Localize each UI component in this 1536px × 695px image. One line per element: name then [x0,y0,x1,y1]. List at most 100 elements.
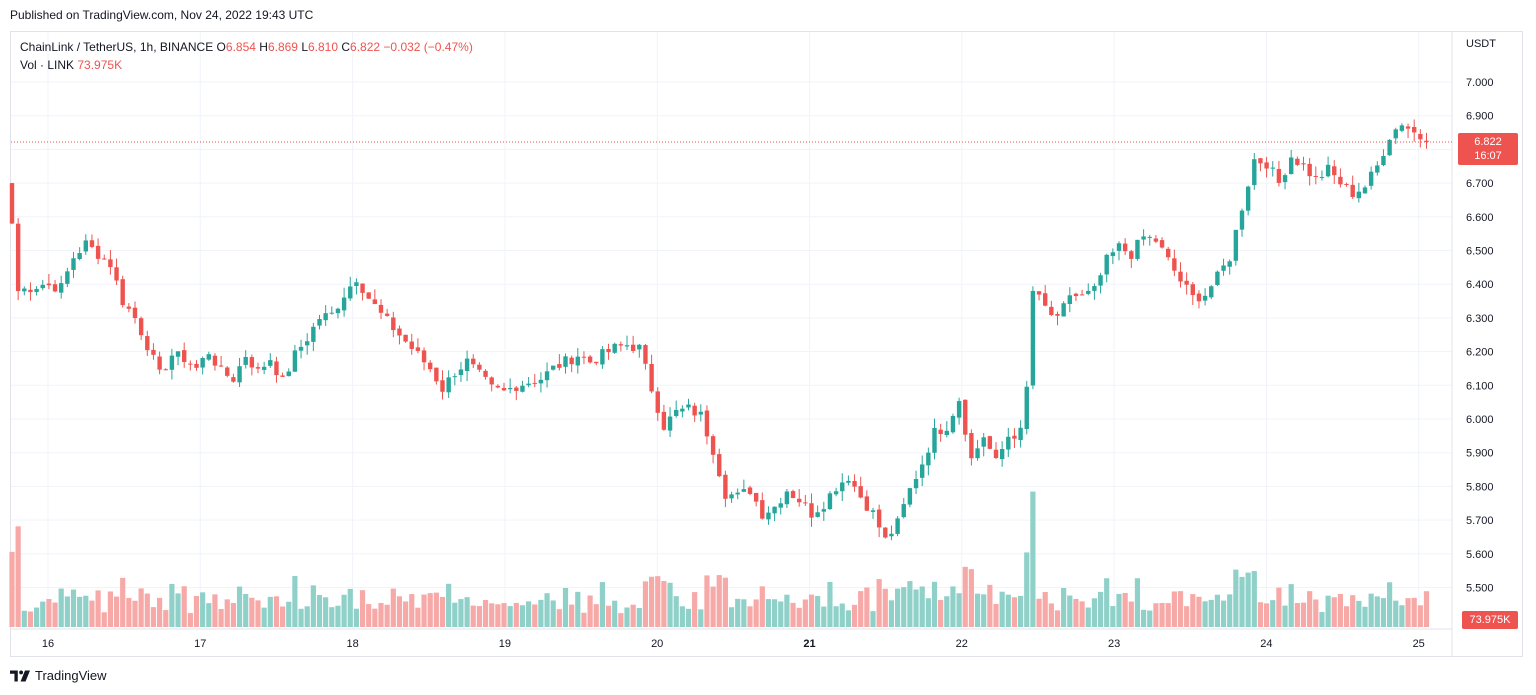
y-tick-label: 6.600 [1466,212,1494,224]
candle-body [950,415,956,433]
candle-body [1245,186,1251,211]
volume-bar [206,603,212,627]
volume-bar [1251,571,1257,627]
volume-bar [605,605,612,627]
candle-body [305,341,310,346]
candle-body [477,364,482,370]
candle-body [1184,280,1189,285]
volume-bar [1319,612,1325,627]
legend-line-volume: Vol · LINK 73.975K [20,56,473,74]
volume-bar [618,613,624,627]
volume-bar [1036,598,1042,627]
candle-body [231,377,236,382]
volume-bar [888,600,895,627]
candle-body [446,377,451,393]
volume-bar [40,601,46,627]
candle-body [366,292,371,299]
candle-body [563,356,568,367]
legend-symbol[interactable]: ChainLink / TetherUS, 1h, BINANCE [20,40,214,54]
candle-body [1030,290,1036,386]
volume-bar [741,599,747,627]
candle-body [298,346,304,351]
volume-bar [950,586,956,627]
legend-open-value: 6.854 [225,40,256,54]
y-tick-label: 6.300 [1466,313,1494,325]
volume-bar [728,607,735,627]
volume-bar [1380,598,1387,627]
candle-body [1233,229,1239,261]
volume-bar [366,604,372,627]
candle-body [1092,286,1097,291]
volume-bar [1085,607,1091,627]
candle-body [1276,168,1282,183]
volume-bar [685,608,692,627]
candle-body [1178,271,1183,282]
candle-body [464,358,470,372]
legend-volume-label[interactable]: Vol · LINK [20,58,75,72]
volume-bar [9,551,15,627]
volume-bar [439,596,446,627]
candle-body [9,183,15,224]
candle-body [507,388,513,390]
volume-bar [200,592,206,627]
volume-bar [722,577,728,627]
volume-bar [427,593,433,627]
volume-bar [1116,593,1122,627]
volume-bar [169,583,175,627]
x-tick-label: 23 [1108,638,1120,650]
volume-bar [839,603,845,627]
volume-bar [77,596,83,627]
candle-body [391,317,396,331]
volume-bar [230,602,236,627]
y-tick-label: 5.700 [1466,515,1494,527]
volume-bar [1331,597,1337,627]
candle-body [1147,236,1152,238]
volume-bar [1245,572,1251,627]
volume-bar [396,596,403,627]
candle-body [471,358,476,365]
candle-body [809,503,814,518]
candle-body [255,367,261,369]
x-tick-label: 16 [42,638,54,650]
volume-bar [1202,601,1208,627]
candle-body [1129,251,1134,259]
candle-body [1012,435,1017,439]
volume-bar [679,606,685,627]
chart-legend[interactable]: ChainLink / TetherUS, 1h, BINANCE O6.854… [20,38,473,74]
volume-bar [1208,599,1214,627]
candle-body [790,491,796,499]
volume-bar [636,607,642,627]
y-tick-label: 6.900 [1466,111,1494,123]
volume-bar [1196,596,1202,627]
volume-bar [661,581,667,627]
candle-body [280,375,285,377]
candle-body [1055,313,1060,316]
volume-bar [1048,603,1054,627]
volume-bar [267,596,273,627]
volume-bar [132,600,138,627]
candle-body [753,492,759,502]
candle-body [901,504,906,518]
candle-body [1159,240,1165,248]
volume-bar [778,601,784,627]
volume-bar [323,597,329,627]
last-volume-tag: 73.975K [1462,611,1518,629]
price-axis-currency[interactable]: USDT [1466,38,1496,50]
tradingview-footer[interactable]: TradingView [10,668,107,683]
candle-body [833,491,839,495]
candle-body [1221,265,1226,271]
candle-body [1270,167,1275,169]
volume-bar [907,581,913,627]
volume-bar [280,606,286,627]
chart-frame[interactable] [10,31,1523,657]
candle-body [495,385,501,388]
candle-body [680,408,685,412]
volume-bar [876,579,882,627]
volume-bar [1270,600,1276,627]
candle-body [569,357,574,365]
volume-bar [1337,594,1343,627]
volume-bar [1147,610,1153,627]
candle-body [1313,175,1318,177]
candle-body [409,341,414,349]
